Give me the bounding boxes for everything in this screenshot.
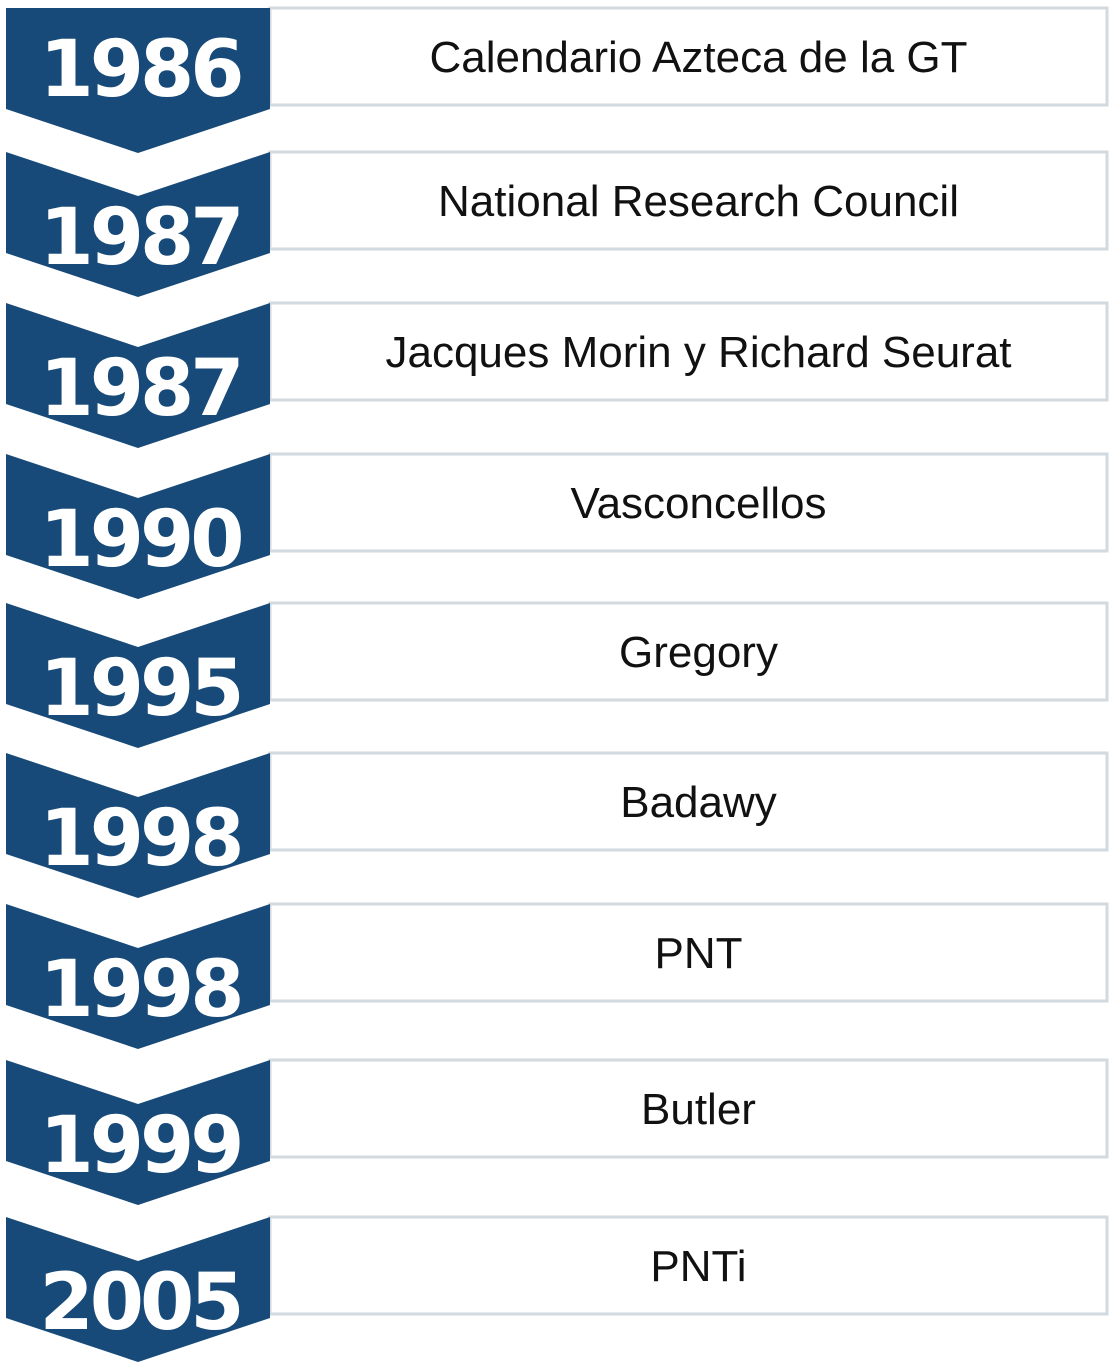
label-box — [268, 150, 1109, 251]
entry-label: Butler — [641, 1085, 756, 1134]
label-box — [268, 601, 1109, 702]
year-label: 1987 — [39, 193, 240, 283]
year-chevron — [6, 1217, 270, 1362]
entry-label: Calendario Azteca de la GT — [429, 33, 967, 82]
label-box — [268, 751, 1109, 852]
year-chevron — [6, 303, 270, 448]
timeline-entry: 1990 Vasconcellos — [6, 452, 1109, 599]
label-box — [268, 6, 1109, 107]
year-label: 1998 — [39, 945, 240, 1035]
year-label: 1995 — [39, 644, 240, 734]
year-chevron — [6, 603, 270, 748]
year-chevron — [6, 152, 270, 297]
year-label: 1990 — [39, 495, 241, 585]
entry-label: Gregory — [619, 628, 778, 677]
year-chevron — [6, 904, 270, 1049]
entry-label: PNT — [655, 929, 743, 978]
entry-label: National Research Council — [438, 177, 959, 226]
label-box — [268, 301, 1109, 402]
timeline-entry: 1987 Jacques Morin y Richard Seurat — [6, 301, 1109, 448]
timeline-entry: 1998 PNT — [6, 902, 1109, 1049]
timeline-entry: 1986 Calendario Azteca de la GT — [6, 6, 1109, 153]
timeline-entry: 1999 Butler — [6, 1058, 1109, 1205]
entry-label: Jacques Morin y Richard Seurat — [385, 328, 1011, 377]
timeline-entry: 1995 Gregory — [6, 601, 1109, 748]
year-chevron — [6, 454, 270, 599]
entry-label: PNTi — [650, 1242, 746, 1291]
year-label: 1999 — [39, 1101, 240, 1191]
year-chevron — [6, 753, 270, 898]
year-chevron — [6, 8, 270, 153]
year-label: 1998 — [39, 794, 240, 884]
year-label: 2005 — [39, 1258, 240, 1348]
label-box — [268, 452, 1109, 553]
label-box — [268, 902, 1109, 1003]
entry-label: Badawy — [620, 778, 777, 827]
timeline-entry: 1998 Badawy — [6, 751, 1109, 898]
timeline-entry: 1987 National Research Council — [6, 150, 1109, 297]
timeline-entry: 2005 PNTi — [6, 1215, 1109, 1362]
label-box — [268, 1215, 1109, 1316]
year-label: 1986 — [39, 25, 241, 115]
year-label: 1987 — [39, 344, 240, 434]
entry-label: Vasconcellos — [571, 479, 827, 528]
year-chevron — [6, 1060, 270, 1205]
